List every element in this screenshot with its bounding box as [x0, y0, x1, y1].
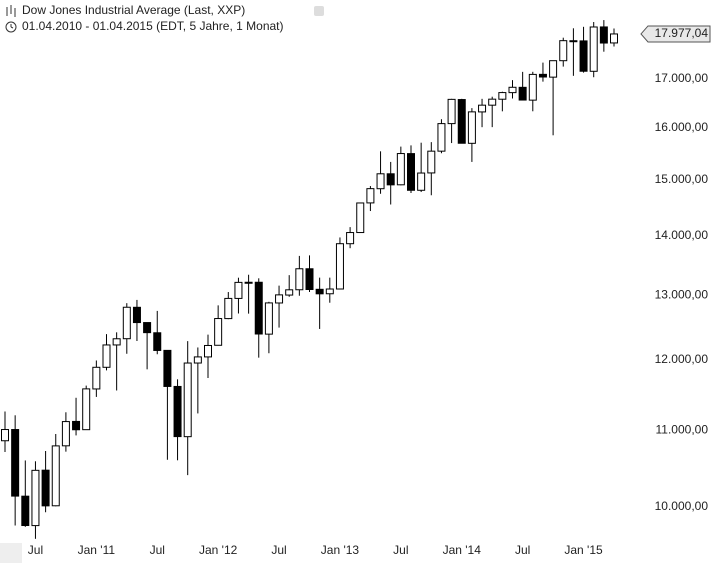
candle-body: [396, 153, 405, 186]
chart-title: Dow Jones Industrial Average (Last, XXP): [22, 3, 245, 17]
candle-body: [528, 73, 537, 101]
x-tick-label: Jan '11: [78, 543, 116, 557]
candle-body: [143, 322, 152, 334]
candle-body: [183, 362, 192, 438]
candle-body: [224, 297, 233, 320]
candle-body: [173, 385, 182, 438]
candle-body: [315, 288, 324, 295]
y-tick-label: 11.000,00: [656, 422, 709, 436]
y-tick-label: 17.000,00: [655, 71, 709, 85]
candle-body: [254, 281, 263, 335]
candle-body: [264, 302, 273, 335]
y-tick-label: 15.000,00: [655, 172, 709, 186]
candle-body: [457, 99, 466, 144]
candle-body: [386, 173, 395, 186]
y-tick-label: 16.000,00: [655, 120, 709, 134]
x-tick-label: Jul: [150, 543, 165, 557]
candle-body: [122, 306, 131, 340]
candle-body: [285, 289, 294, 296]
candle-body: [61, 421, 70, 447]
candle-body: [132, 306, 141, 324]
x-tick-label: Jul: [28, 543, 43, 557]
last-price-tag: [640, 25, 711, 43]
candle-body: [518, 86, 527, 101]
candle-body: [569, 40, 578, 43]
candle-body: [295, 268, 304, 291]
settings-icon[interactable]: [314, 6, 324, 16]
chart-subtitle: 01.04.2010 - 01.04.2015 (EDT, 5 Jahre, 1…: [22, 19, 284, 33]
candle-body: [163, 349, 172, 387]
candle-body: [11, 429, 20, 497]
candle-body: [31, 469, 40, 527]
candle-body: [51, 445, 60, 507]
y-tick-label: 14.000,00: [655, 228, 709, 242]
x-tick-label: Jan '13: [321, 543, 360, 557]
candle-body: [72, 420, 81, 431]
candle-body: [244, 281, 253, 284]
candle-body: [447, 98, 456, 125]
candle-body: [305, 268, 314, 290]
candle-body: [41, 469, 50, 507]
x-tick-label: Jul: [515, 543, 530, 557]
x-tick-label: Jan '14: [443, 543, 482, 557]
x-tick-label: Jul: [271, 543, 286, 557]
candle-body: [417, 172, 426, 191]
candle-body: [376, 173, 385, 190]
candle-body: [467, 111, 476, 144]
candle-body: [488, 98, 497, 106]
corner-icon: [0, 543, 22, 563]
candle-body: [356, 202, 365, 234]
candle-body: [508, 86, 517, 94]
candle-body: [204, 344, 212, 358]
candle-body: [437, 123, 446, 152]
candle-body: [234, 281, 243, 299]
candle-body: [82, 388, 91, 431]
candle-body: [610, 33, 618, 44]
candle-body: [579, 40, 588, 72]
candle-body: [559, 40, 568, 62]
candle-body: [21, 495, 30, 527]
candle-body: [599, 26, 608, 44]
x-tick-label: Jan '12: [199, 543, 238, 557]
candle-body: [366, 188, 375, 204]
x-tick-label: Jan '15: [564, 543, 603, 557]
candle-body: [549, 60, 558, 78]
candle-body: [589, 26, 598, 72]
clock-icon: [5, 21, 17, 33]
candle-body: [346, 232, 355, 245]
chart-icon: [6, 5, 16, 17]
candle-body: [1, 429, 9, 442]
last-price-label: 17.977,04: [655, 26, 709, 40]
candle-body: [193, 356, 202, 364]
candle-body: [427, 150, 436, 174]
candle-body: [102, 344, 111, 368]
candle-body: [407, 153, 415, 191]
candle-body: [478, 104, 487, 113]
y-tick-label: 10.000,00: [655, 499, 709, 513]
candle-body: [112, 338, 121, 346]
x-tick-label: Jul: [393, 543, 408, 557]
y-tick-label: 12.000,00: [655, 352, 709, 366]
candle-body: [498, 92, 507, 100]
candle-body: [325, 288, 334, 295]
candle-body: [214, 318, 223, 346]
y-tick-label: 13.000,00: [655, 288, 709, 302]
candle-body: [275, 294, 284, 304]
candle-body: [538, 73, 547, 78]
candle-body: [335, 243, 344, 290]
candle-body: [153, 332, 162, 351]
candle-body: [92, 366, 101, 390]
